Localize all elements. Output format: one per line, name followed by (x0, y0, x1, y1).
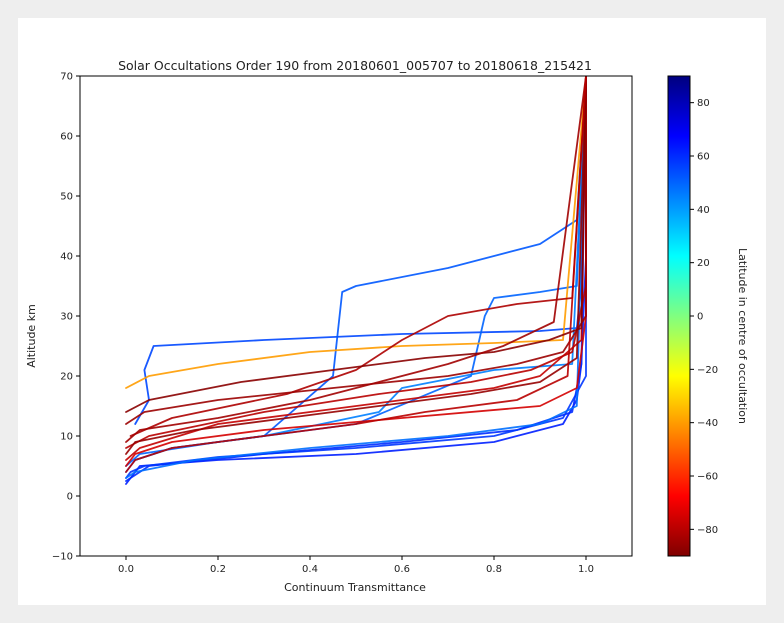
colorbar-tick-label: 40 (697, 205, 710, 216)
colorbar-tick-label: 60 (697, 152, 710, 163)
y-tick-label: 40 (60, 252, 73, 263)
y-tick-label: 50 (60, 192, 73, 203)
y-tick-label: 30 (60, 312, 73, 323)
y-tick-label: 60 (60, 132, 73, 143)
x-tick-label: 0.0 (118, 564, 134, 575)
series-line-15 (125, 76, 587, 455)
x-tick-label: 0.6 (394, 564, 410, 575)
x-axis: 0.0 0.2 0.4 0.6 0.8 1.0 (118, 556, 594, 575)
series-line-17 (125, 76, 587, 443)
chart-figure: Solar Occultations Order 190 from 201806… (18, 18, 766, 605)
colorbar-gradient (667, 75, 691, 557)
y-tick-label: −10 (52, 552, 73, 563)
series-group (125, 76, 587, 485)
series-line-18 (125, 76, 587, 473)
chart-title: Solar Occultations Order 190 from 201806… (118, 58, 592, 73)
x-tick-label: 0.2 (210, 564, 226, 575)
colorbar-tick-label: 0 (697, 312, 703, 323)
series-line-3 (125, 76, 587, 479)
y-axis: −10 0 10 20 30 40 50 60 70 (52, 72, 80, 563)
series-line-11 (125, 76, 587, 461)
series-line-13 (129, 76, 587, 437)
y-tick-label: 10 (60, 432, 73, 443)
y-tick-label: 20 (60, 372, 73, 383)
x-tick-label: 0.4 (302, 564, 318, 575)
colorbar-tick-label: 80 (697, 98, 710, 109)
x-axis-label: Continuum Transmittance (284, 581, 426, 594)
colorbar-tick-label: −80 (697, 525, 718, 536)
colorbar-tick-label: −20 (697, 365, 718, 376)
x-tick-label: 1.0 (578, 564, 594, 575)
plot-background (80, 76, 632, 556)
colorbar-tick-label: −60 (697, 472, 718, 483)
colorbar-tick-label: 20 (697, 258, 710, 269)
series-line-7 (125, 76, 587, 479)
series-line-9 (125, 76, 587, 389)
chart-svg: Solar Occultations Order 190 from 201806… (25, 58, 749, 594)
y-tick-label: 70 (60, 72, 73, 83)
y-axis-label: Altitude km (25, 304, 38, 368)
series-line-10 (125, 76, 587, 467)
plot-area (79, 75, 633, 557)
colorbar-tick-label: −40 (697, 418, 718, 429)
x-tick-label: 0.8 (486, 564, 502, 575)
y-tick-label: 0 (67, 492, 73, 503)
colorbar-label: Latitude in centre of occultation (736, 248, 749, 424)
colorbar: 80 60 40 20 0 −20 −40 −60 −80 (667, 75, 718, 557)
